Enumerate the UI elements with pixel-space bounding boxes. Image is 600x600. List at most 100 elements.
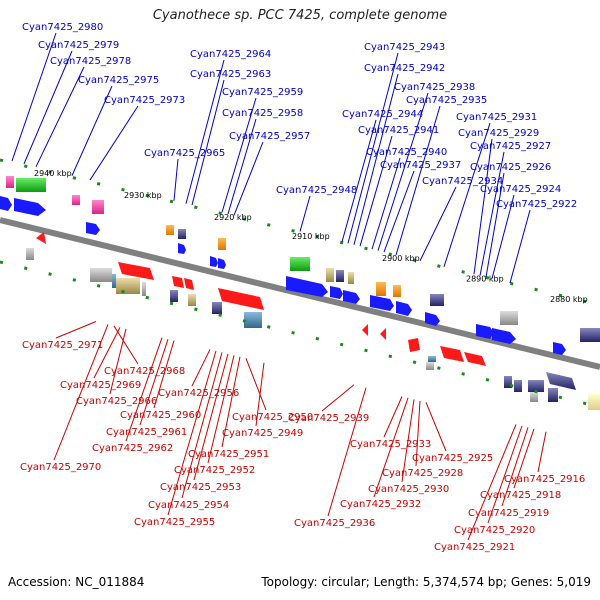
forward-gene-leader — [347, 52, 399, 244]
forward-gene-leader — [377, 92, 429, 251]
forward-gene-leader — [485, 172, 505, 278]
reverse-gene-label[interactable]: Cyan7425_2960 — [120, 410, 201, 421]
forward-gene-leader — [35, 66, 85, 168]
reverse-gene-leader — [125, 337, 163, 442]
reverse-gene-leader — [537, 431, 547, 473]
reverse-gene-label[interactable]: Cyan7425_2930 — [368, 484, 449, 495]
reverse-gene-label[interactable]: Cyan7425_2925 — [412, 453, 493, 464]
forward-gene-label[interactable]: Cyan7425_2924 — [480, 184, 561, 195]
reverse-gene-label[interactable]: Cyan7425_2966 — [76, 396, 157, 407]
tick-label: 2900 kbp — [382, 254, 420, 263]
forward-gene-label[interactable]: Cyan7425_2948 — [276, 185, 357, 196]
reverse-gene-label[interactable]: Cyan7425_2954 — [148, 500, 229, 511]
forward-gene-label[interactable]: Cyan7425_2929 — [458, 128, 539, 139]
reverse-gene-leader — [93, 327, 121, 379]
reverse-gene-label[interactable]: Cyan7425_2918 — [480, 490, 561, 501]
reverse-gene-label[interactable]: Cyan7425_2969 — [60, 380, 141, 391]
reverse-gene-label[interactable]: Cyan7425_2928 — [382, 468, 463, 479]
forward-gene-label[interactable]: Cyan7425_2965 — [144, 148, 225, 159]
reverse-gene-leader — [321, 384, 355, 412]
forward-gene-leader — [299, 195, 311, 232]
reverse-gene-leader — [513, 428, 535, 489]
forward-gene-leader — [473, 138, 493, 275]
reverse-gene-label[interactable]: Cyan7425_2936 — [294, 518, 375, 529]
forward-gene-leader — [185, 59, 225, 204]
forward-gene-leader — [23, 50, 73, 165]
forward-gene-label[interactable]: Cyan7425_2934 — [422, 176, 503, 187]
reverse-gene-leader — [425, 402, 447, 452]
forward-gene-label[interactable]: Cyan7425_2942 — [364, 63, 445, 74]
forward-gene-label[interactable]: Cyan7425_2973 — [104, 95, 185, 106]
reverse-gene-label[interactable]: Cyan7425_2971 — [22, 340, 103, 351]
forward-gene-label[interactable]: Cyan7425_2963 — [190, 69, 271, 80]
reverse-gene-label[interactable]: Cyan7425_2933 — [350, 439, 431, 450]
reverse-gene-leader — [373, 397, 409, 498]
reverse-gene-label[interactable]: Cyan7425_2919 — [468, 508, 549, 519]
reverse-gene-label[interactable]: Cyan7425_2961 — [106, 427, 187, 438]
tick-label: 2940 kbp — [34, 169, 72, 178]
reverse-gene-label[interactable]: Cyan7425_2920 — [454, 525, 535, 536]
reverse-gene-label[interactable]: Cyan7425_2921 — [434, 542, 515, 553]
reverse-gene-leader — [153, 340, 175, 409]
reverse-gene-leader — [415, 400, 421, 467]
reverse-gene-label[interactable]: Cyan7425_2949 — [222, 428, 303, 439]
reverse-gene-label[interactable]: Cyan7425_2970 — [20, 462, 101, 473]
forward-gene-label[interactable]: Cyan7425_2944 — [342, 109, 423, 120]
accession-text: Accession: NC_011884 — [8, 575, 145, 589]
forward-gene-label[interactable]: Cyan7425_2935 — [406, 95, 487, 106]
forward-gene-label[interactable]: Cyan7425_2958 — [222, 108, 303, 119]
forward-gene-label[interactable]: Cyan7425_2978 — [50, 56, 131, 67]
tick-label: 2880 kbp — [550, 295, 588, 304]
forward-gene-label[interactable]: Cyan7425_2937 — [380, 160, 461, 171]
tick-label: 2920 kbp — [214, 213, 252, 222]
reverse-gene-label[interactable]: Cyan7425_2953 — [160, 482, 241, 493]
tick-labels: 2940 kbp 2930 kbp 2920 kbp 2910 kbp 2900 kbp… — [34, 169, 588, 304]
reverse-gene-leader — [181, 352, 223, 499]
forward-gene-label[interactable]: Cyan7425_2943 — [364, 42, 445, 53]
forward-gene-label[interactable]: Cyan7425_2940 — [366, 147, 447, 158]
map-title: Cyanothece sp. PCC 7425, complete genome — [152, 8, 448, 23]
forward-gene-leader — [371, 157, 401, 250]
forward-gene-leader — [341, 119, 377, 242]
forward-gene-leader — [353, 73, 399, 245]
reverse-gene-label[interactable]: Cyan7425_2916 — [504, 474, 585, 485]
reverse-gene-leader — [501, 427, 529, 507]
forward-gene-leader — [491, 194, 515, 279]
forward-gene-label[interactable]: Cyan7425_2979 — [38, 40, 119, 51]
reverse-gene-label[interactable]: Cyan7425_2951 — [188, 449, 269, 460]
reverse-gene-leader — [327, 387, 367, 517]
forward-gene-leader — [443, 122, 491, 267]
reverse-gene-label[interactable]: Cyan7425_2950 — [232, 412, 313, 423]
forward-gene-label[interactable]: Cyan7425_2926 — [470, 162, 551, 173]
reverse-gene-leader — [255, 362, 265, 427]
reverse-gene-label[interactable]: Cyan7425_2956 — [158, 388, 239, 399]
forward-gene-label[interactable]: Cyan7425_2957 — [229, 131, 310, 142]
tick-label: 2930 kbp — [124, 191, 162, 200]
reverse-gene-leader — [245, 358, 267, 411]
forward-gene-leader — [173, 158, 179, 201]
reverse-gene-label[interactable]: Cyan7425_2968 — [104, 366, 185, 377]
forward-gene-label[interactable]: Cyan7425_2922 — [496, 199, 577, 210]
forward-gene-leader — [395, 105, 441, 256]
reverse-gene-label[interactable]: Cyan7425_2955 — [134, 517, 215, 528]
forward-gene-label[interactable]: Cyan7425_2941 — [358, 125, 439, 136]
reverse-gene-label[interactable]: Cyan7425_2952 — [174, 465, 255, 476]
forward-gene-label[interactable]: Cyan7425_2959 — [222, 87, 303, 98]
reverse-gene-leader — [139, 339, 169, 426]
reverse-gene-leader — [383, 396, 403, 438]
reverse-gene-label[interactable]: Cyan7425_2939 — [288, 413, 369, 424]
forward-gene-leader — [221, 97, 257, 213]
forward-gene-label[interactable]: Cyan7425_2927 — [470, 141, 551, 152]
reverse-gene-leader — [55, 321, 97, 339]
forward-gene-label[interactable]: Cyan7425_2938 — [394, 82, 475, 93]
forward-gene-label[interactable]: Cyan7425_2980 — [22, 22, 103, 33]
reverse-gene-labels: Cyan7425_2971 Cyan7425_2970 Cyan7425_2968 C… — [20, 321, 585, 553]
forward-gene-leader — [419, 186, 457, 262]
feature-blocks — [0, 158, 600, 410]
forward-gene-label[interactable]: Cyan7425_2975 — [78, 75, 159, 86]
forward-gene-label[interactable]: Cyan7425_2931 — [456, 112, 537, 123]
reverse-gene-label[interactable]: Cyan7425_2932 — [340, 499, 421, 510]
reverse-gene-leader — [191, 349, 211, 387]
reverse-gene-label[interactable]: Cyan7425_2962 — [92, 443, 173, 454]
forward-gene-label[interactable]: Cyan7425_2964 — [190, 49, 271, 60]
